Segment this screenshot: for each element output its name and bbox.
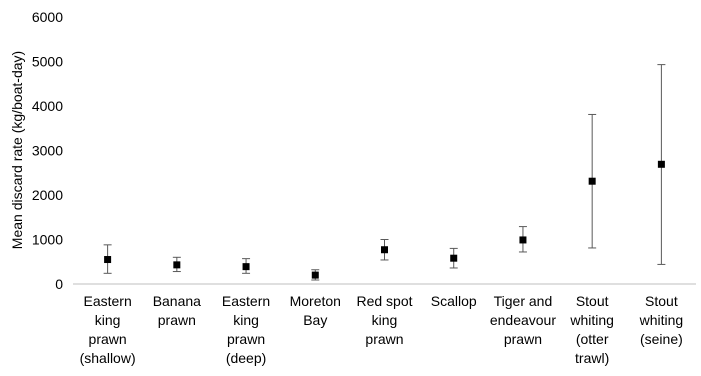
x-category-label: Stout whiting (otter trawl) [569,293,614,366]
x-axis-category-labels: Eastern king prawn (shallow)Banana prawnEast… [80,293,684,366]
x-category-label-line: king [372,312,398,328]
x-category-label-line: whiting [569,312,614,328]
data-point [657,160,665,168]
y-tick-label: 5000 [32,54,63,70]
x-category-label-line: Eastern [222,293,270,309]
data-point [173,261,181,269]
x-category-label: Eastern king prawn (deep) [222,293,270,366]
data-point [381,246,388,254]
x-category-label: Banana prawn [153,293,201,328]
y-tick-label: 6000 [32,9,63,25]
x-category-label-line: prawn [365,331,403,347]
data-point [588,177,596,185]
x-category-label-line: Eastern [83,293,131,309]
x-category-label: Moreton Bay [290,293,341,328]
y-axis-ticks: 0 1000 2000 3000 4000 5000 6000 [32,9,63,292]
x-category-label-line: Red spot [356,293,412,309]
x-category-label: Stout whiting (seine) [639,293,684,347]
y-tick-label: 0 [55,276,63,292]
x-category-label-line: Banana [153,293,201,309]
x-category-label-line: king [233,312,259,328]
x-category-label: Red spot king prawn [356,293,412,347]
y-tick-label: 4000 [32,98,63,114]
x-category-label-line: prawn [158,312,196,328]
x-category-label-line: Bay [303,312,327,328]
x-category-label-line: (shallow) [80,350,136,366]
data-point [519,236,527,244]
x-category-label: Scallop [431,293,477,309]
x-category-label-line: prawn [89,331,127,347]
x-category-label-line: (seine) [640,331,683,347]
x-category-label: Eastern king prawn (shallow) [80,293,136,366]
x-category-label-line: (deep) [226,350,266,366]
x-category-label-line: king [95,312,121,328]
data-point [104,256,112,264]
data-point [450,254,458,262]
x-category-label-line: endeavour [490,312,557,328]
y-tick-label: 1000 [32,232,63,248]
x-category-label-line: Moreton [290,293,341,309]
x-category-label-line: Tiger and [494,293,553,309]
x-category-label-line: prawn [504,331,542,347]
x-category-label: Tiger and endeavour prawn [490,293,557,347]
x-category-label-line: Stout [645,293,678,309]
data-points [104,160,665,279]
data-point [311,271,319,279]
x-category-label-line: Stout [576,293,609,309]
x-category-label-line: (otter [576,331,609,347]
x-category-label-line: Scallop [431,293,477,309]
y-tick-label: 3000 [32,143,63,159]
x-category-label-line: prawn [227,331,265,347]
data-point [242,263,250,271]
x-category-label-line: trawl) [575,350,609,366]
y-axis-title: Mean discard rate (kg/boat-day) [9,51,25,249]
x-category-label-line: whiting [639,312,684,328]
y-tick-label: 2000 [32,187,63,203]
